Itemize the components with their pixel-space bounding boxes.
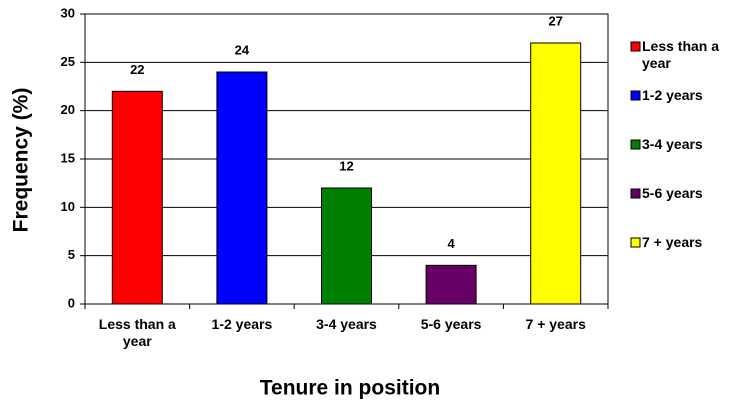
data-label: 4: [447, 236, 455, 251]
data-label: 12: [339, 158, 353, 173]
x-tick-label: 5-6 years: [420, 316, 482, 332]
legend-swatch: [630, 139, 641, 150]
legend-label-box: Less than a year: [642, 38, 720, 71]
x-tick-label: 1-2 years: [211, 316, 273, 332]
x-tick-label: 3-4 years: [316, 316, 377, 332]
y-tick-label: 15: [61, 150, 75, 165]
legend-label-box: 5-6 years: [642, 185, 703, 201]
legend-label: Less than a year: [642, 38, 720, 71]
bar: [321, 187, 372, 305]
x-tick-label-box: 3-4 years: [316, 316, 377, 332]
y-tick-label: 25: [61, 54, 75, 69]
y-tick-label: 5: [68, 247, 75, 262]
legend-label: 5-6 years: [642, 185, 703, 201]
legend-swatch: [630, 237, 641, 248]
x-tick-label-box: 5-6 years: [420, 316, 482, 332]
bar: [111, 90, 163, 305]
legend-swatch: [630, 41, 641, 52]
y-tick-label: 20: [61, 102, 75, 117]
data-label: 22: [130, 62, 144, 77]
x-tick-label-box: 7 + years: [525, 316, 586, 332]
y-tick-label: 0: [68, 295, 75, 310]
legend-swatch: [630, 188, 641, 199]
x-tick-label-box: Less than a year: [98, 316, 176, 349]
legend-label-box: 3-4 years: [642, 136, 703, 152]
x-tick-label: 7 + years: [525, 316, 586, 332]
legend-label: 1-2 years: [642, 87, 703, 103]
bar: [216, 71, 268, 305]
data-label: 27: [548, 13, 562, 28]
y-axis-title: Frequency (%): [10, 88, 33, 233]
data-label: 24: [235, 42, 250, 57]
legend-swatch: [630, 90, 641, 101]
legend-label: 3-4 years: [642, 136, 703, 152]
x-tick-label: Less than a year: [98, 316, 176, 349]
bar: [530, 42, 582, 305]
y-tick-label: 10: [61, 199, 75, 214]
bar: [425, 264, 477, 305]
y-tick-label: 30: [61, 5, 75, 20]
legend-label-box: 1-2 years: [642, 87, 703, 103]
x-tick-label-box: 1-2 years: [211, 316, 273, 332]
legend-label-box: 7 + years: [642, 234, 703, 250]
x-axis-title: Tenure in position: [260, 377, 440, 400]
legend-label: 7 + years: [642, 234, 703, 250]
